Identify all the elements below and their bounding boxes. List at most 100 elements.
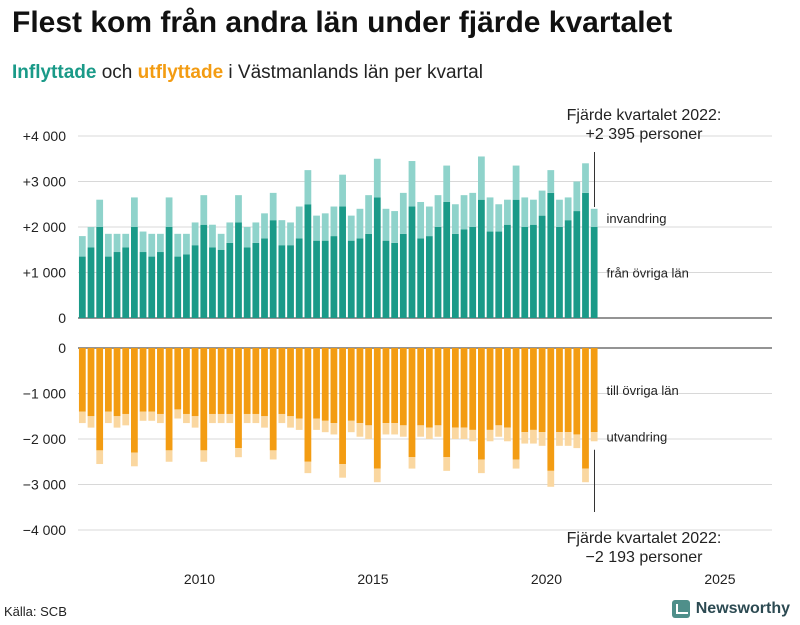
bar-utvandring (538, 432, 546, 446)
bar-till-ovriga-lan (382, 348, 390, 424)
annotation-bottom-line1: Fjärde kvartalet 2022: (567, 530, 722, 547)
bar-fran-ovriga-lan (365, 233, 372, 318)
y-tick-label-top: +3 000 (23, 174, 66, 190)
bar-invandring (165, 197, 173, 227)
bar-till-ovriga-lan (443, 348, 451, 458)
bar-till-ovriga-lan (478, 348, 485, 460)
bar-invandring (564, 197, 572, 221)
annotation-top-line1: Fjärde kvartalet 2022: (567, 107, 722, 124)
bar-invandring (590, 208, 598, 227)
bar-utvandring (547, 470, 555, 487)
bar-till-ovriga-lan (165, 348, 173, 451)
bar-fran-ovriga-lan (356, 238, 364, 318)
bar-invandring (269, 192, 277, 221)
bar-till-ovriga-lan (434, 348, 442, 426)
bar-utvandring (304, 461, 312, 474)
bar-till-ovriga-lan (287, 348, 294, 417)
bar-fran-ovriga-lan (469, 227, 477, 318)
bar-fran-ovriga-lan (139, 252, 147, 318)
series-label-invandring: invandring (607, 211, 667, 226)
bar-fran-ovriga-lan (183, 254, 190, 318)
bar-utvandring (504, 427, 511, 442)
bar-utvandring (330, 423, 338, 435)
bar-invandring (495, 204, 503, 232)
bar-till-ovriga-lan (391, 348, 399, 424)
bar-till-ovriga-lan (157, 348, 164, 414)
bar-till-ovriga-lan (321, 348, 329, 421)
subtitle-inflow: Inflyttade (12, 62, 97, 83)
bar-fran-ovriga-lan (547, 192, 555, 318)
bar-till-ovriga-lan (451, 348, 459, 428)
series-label-till-ovriga-lan: till övriga län (607, 383, 679, 398)
brand-name: Newsworthy (695, 600, 790, 617)
bar-till-ovriga-lan (174, 348, 182, 410)
bar-till-ovriga-lan (261, 348, 268, 417)
y-tick-label-bottom: −3 000 (23, 477, 66, 493)
bar-till-ovriga-lan (512, 348, 520, 460)
bar-till-ovriga-lan (365, 348, 372, 426)
bar-invandring (339, 174, 346, 207)
bar-fran-ovriga-lan (590, 227, 598, 318)
bar-fran-ovriga-lan (521, 227, 529, 318)
x-tick-label: 2015 (357, 571, 388, 587)
bar-till-ovriga-lan (356, 348, 364, 424)
series-label-utvandring: utvandring (607, 430, 668, 445)
bar-till-ovriga-lan (148, 348, 156, 412)
bar-till-ovriga-lan (113, 348, 121, 417)
bar-invandring (347, 215, 355, 241)
bar-till-ovriga-lan (486, 348, 494, 430)
bar-till-ovriga-lan (226, 348, 234, 414)
bar-fran-ovriga-lan (451, 233, 459, 318)
bar-till-ovriga-lan (295, 348, 303, 419)
bar-invandring (460, 195, 468, 230)
bar-invandring (443, 165, 451, 202)
bar-invandring (391, 211, 399, 243)
bar-invandring (78, 236, 86, 257)
bar-utvandring (217, 413, 225, 424)
bar-invandring (139, 231, 147, 253)
x-tick-label: 2025 (704, 571, 735, 587)
bar-invandring (235, 195, 242, 223)
bar-invandring (425, 206, 433, 237)
bar-utvandring (495, 425, 503, 437)
bar-fran-ovriga-lan (87, 247, 95, 318)
bar-invandring (261, 213, 268, 239)
bar-fran-ovriga-lan (122, 247, 130, 318)
bar-invandring (478, 156, 485, 200)
bar-till-ovriga-lan (469, 348, 477, 430)
bar-fran-ovriga-lan (148, 256, 156, 318)
bar-invandring (243, 227, 251, 248)
y-tick-label-bottom: −1 000 (23, 386, 66, 402)
bar-utvandring (347, 420, 355, 433)
bar-till-ovriga-lan (183, 348, 190, 414)
bar-utvandring (451, 427, 459, 439)
bar-invandring (217, 233, 225, 250)
newsworthy-icon (671, 600, 690, 618)
bar-invandring (582, 163, 589, 193)
bar-invandring (521, 197, 529, 227)
bar-till-ovriga-lan (131, 348, 138, 453)
bar-invandring (417, 201, 425, 239)
bar-invandring (408, 161, 416, 207)
bar-invandring (399, 192, 407, 234)
bar-fran-ovriga-lan (408, 206, 416, 318)
bar-utvandring (382, 423, 390, 435)
bar-till-ovriga-lan (200, 348, 208, 451)
bar-till-ovriga-lan (460, 348, 468, 428)
bar-invandring (451, 204, 459, 234)
subtitle-and: och (96, 62, 138, 83)
bar-fran-ovriga-lan (504, 224, 511, 318)
bar-invandring (538, 190, 546, 216)
bar-invandring (104, 233, 112, 257)
bar-utvandring (356, 423, 364, 437)
bar-fran-ovriga-lan (573, 211, 581, 318)
bar-fran-ovriga-lan (113, 252, 121, 318)
bar-fran-ovriga-lan (486, 231, 494, 318)
brand-logo[interactable]: Newsworthy (671, 600, 790, 618)
bar-till-ovriga-lan (78, 348, 86, 412)
bar-utvandring (460, 427, 468, 439)
bar-utvandring (417, 425, 425, 437)
bar-invandring (295, 206, 303, 239)
bar-utvandring (78, 411, 86, 424)
